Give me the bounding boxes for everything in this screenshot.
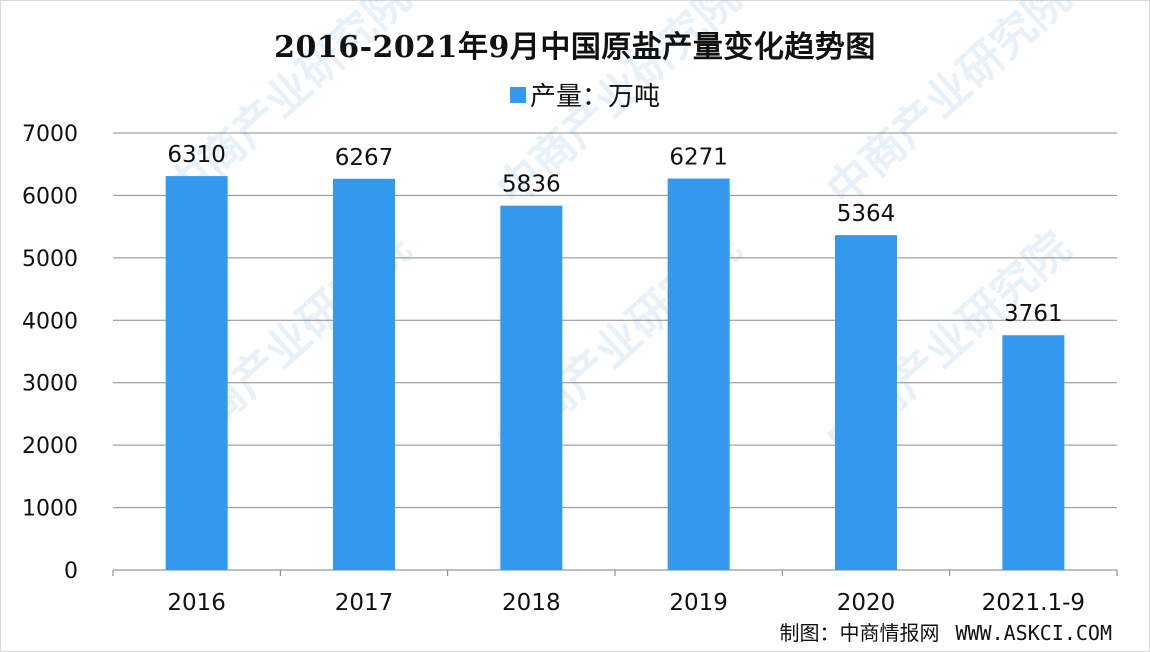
x-tick-label: 2016 — [167, 590, 226, 616]
legend: 产量：万吨 — [510, 76, 660, 113]
bar — [500, 205, 563, 570]
x-tick-label: 2019 — [669, 590, 728, 616]
data-label: 5364 — [837, 201, 896, 227]
bar — [1002, 335, 1065, 570]
x-tick-label: 2020 — [837, 590, 896, 616]
data-label: 6271 — [669, 145, 728, 171]
y-tick-label: 1000 — [22, 497, 78, 522]
data-label: 3761 — [1004, 301, 1063, 327]
data-label: 6310 — [167, 142, 226, 168]
y-tick-label: 0 — [64, 559, 78, 584]
source-url: WWW.ASKCI.COM — [955, 621, 1112, 645]
bar — [165, 176, 228, 570]
bar — [835, 235, 897, 570]
legend-swatch — [510, 86, 526, 103]
bar — [333, 178, 395, 571]
x-tick-label: 2021.1-9 — [982, 590, 1085, 616]
bar — [667, 178, 730, 570]
source-label: 制图：中商情报网 — [779, 621, 940, 645]
y-tick-label: 6000 — [22, 184, 78, 209]
source-credit: 制图：中商情报网 WWW.ASKCI.COM — [779, 617, 1112, 646]
y-tick-label: 5000 — [22, 247, 78, 272]
chart-title: 2016-2021年9月中国原盐产量变化趋势图 — [274, 30, 876, 65]
y-tick-label: 4000 — [22, 309, 78, 334]
y-tick-label: 3000 — [22, 372, 78, 397]
x-tick-label: 2017 — [335, 590, 394, 616]
legend-label: 产量：万吨 — [530, 82, 661, 112]
data-label: 5836 — [502, 172, 561, 198]
data-label: 6267 — [335, 145, 394, 171]
x-tick-label: 2018 — [502, 590, 561, 616]
y-tick-label: 7000 — [22, 122, 78, 147]
y-tick-label: 2000 — [22, 434, 78, 459]
